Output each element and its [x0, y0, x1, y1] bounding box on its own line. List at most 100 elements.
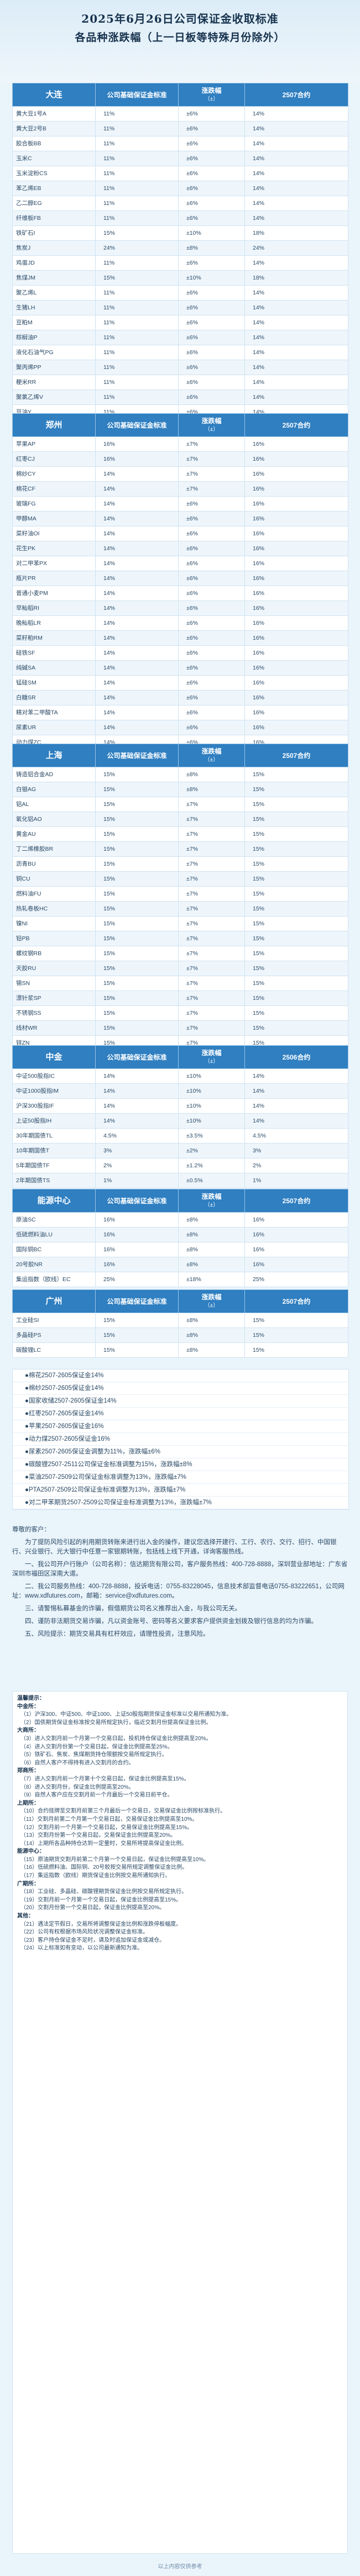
contract-margin: 14%	[244, 330, 348, 345]
price-limit: ±7%	[178, 436, 245, 452]
contract-margin: 14%	[244, 300, 348, 315]
margin-rate: 25%	[95, 1272, 179, 1287]
product-name: 20号胶NR	[12, 1257, 96, 1272]
table-row: 铁矿石I 15% ±10% 18%	[12, 225, 348, 241]
price-limit: ±7%	[178, 826, 245, 842]
contract-margin: 2%	[244, 1158, 348, 1173]
exchange-table: 大连 公司基础保证金标准 涨跌幅 （±） 2507合约 黄大豆1号A 11% ±6% 14% 黄大…	[12, 83, 348, 420]
product-name: 聚氯乙烯V	[12, 389, 96, 405]
product-name: 沥青BU	[12, 856, 96, 872]
adjustment-item: ●碳酸锂2507-2511公司保证金标准调整为15%，涨跌幅±8%	[13, 1458, 348, 1471]
product-name: 液化石油气PG	[12, 345, 96, 360]
table-row: 白糖SR 14% ±6% 16%	[12, 690, 348, 705]
rule-item: （4）进入交割月份第一个交易日起，保证金比例提高至25%。	[20, 1743, 173, 1750]
margin-header: 公司基础保证金标准	[95, 413, 179, 437]
margin-rate: 11%	[95, 345, 179, 360]
contract-header: 2507合约	[244, 1289, 348, 1313]
contract-margin: 16%	[244, 466, 348, 482]
contract-margin: 16%	[244, 541, 348, 556]
margin-rate: 15%	[95, 991, 179, 1006]
table-row: 中证500股指IC 14% ±10% 14%	[12, 1068, 348, 1084]
contract-margin: 16%	[244, 1242, 348, 1257]
product-name: 乙二醇EG	[12, 196, 96, 211]
contract-margin: 15%	[244, 916, 348, 931]
exchange-name: 中金	[12, 1045, 96, 1069]
product-name: 集运指数（欧线）EC	[12, 1272, 96, 1287]
price-limit: ±6%	[178, 389, 245, 405]
contract-margin: 1%	[244, 1173, 348, 1188]
limit-header-unit: （±）	[204, 1202, 219, 1208]
rule-group-title: 广期所：	[17, 1880, 39, 1887]
rule-item: （6）自然人客户不得持有进入交割月的合约。	[20, 1760, 134, 1766]
product-name: 上证50股指IH	[12, 1113, 96, 1129]
contract-margin: 14%	[244, 1113, 348, 1129]
price-limit: ±7%	[178, 797, 245, 812]
table-row: 5年期国债TF 2% ±1.2% 2%	[12, 1158, 348, 1173]
table-row: 粳米RR 11% ±6% 14%	[12, 375, 348, 390]
margin-rate: 14%	[95, 496, 179, 512]
margin-rate: 14%	[95, 630, 179, 646]
margin-rate: 15%	[95, 812, 179, 827]
margin-rate: 24%	[95, 240, 179, 256]
price-limit: ±6%	[178, 375, 245, 390]
table-row: 不锈钢SS 15% ±7% 15%	[12, 1005, 348, 1021]
rule-group-title: 能源中心：	[17, 1848, 45, 1855]
table-row: 尿素UR 14% ±6% 16%	[12, 720, 348, 735]
contract-margin: 14%	[244, 151, 348, 166]
contract-margin: 16%	[244, 690, 348, 705]
margin-rate: 14%	[95, 1113, 179, 1129]
product-name: 焦煤JM	[12, 270, 96, 286]
margin-rate: 14%	[95, 1083, 179, 1099]
margin-rate: 15%	[95, 1020, 179, 1036]
table-row: 沥青BU 15% ±7% 15%	[12, 856, 348, 872]
rules-box: 温馨提示： 中金所： （1）沪深300、中证500、中证1000、上证50股指期货保…	[12, 1691, 348, 2554]
margin-rate: 15%	[95, 856, 179, 872]
margin-rate: 15%	[95, 1005, 179, 1021]
price-limit: ±6%	[178, 541, 245, 556]
table-row: 黄大豆1号A 11% ±6% 14%	[12, 106, 348, 122]
product-name: 黄大豆2号B	[12, 121, 96, 136]
table-row: 黄大豆2号B 11% ±6% 14%	[12, 121, 348, 136]
table-row: 丁二烯橡胶BR 15% ±7% 15%	[12, 841, 348, 857]
product-name: 棉纱CY	[12, 466, 96, 482]
price-limit: ±6%	[178, 675, 245, 691]
table-row: 多晶硅PS 15% ±8% 15%	[12, 1327, 348, 1343]
margin-rate: 16%	[95, 451, 179, 467]
contract-header: 2507合约	[244, 1189, 348, 1213]
margin-rate: 11%	[95, 330, 179, 345]
margin-rate: 14%	[95, 615, 179, 631]
price-limit: ±6%	[178, 645, 245, 661]
table-row: 生猪LH 11% ±6% 14%	[12, 300, 348, 315]
price-limit: ±8%	[178, 1212, 245, 1228]
product-name: 玻璃FG	[12, 496, 96, 512]
rule-item: （5）铁矿石、焦炭、焦煤期货持仓限额按交易所规定执行。	[20, 1752, 168, 1758]
table-row: 鸡蛋JD 11% ±6% 14%	[12, 255, 348, 271]
table-row: 豆粕M 11% ±6% 14%	[12, 315, 348, 330]
contract-margin: 15%	[244, 856, 348, 872]
product-name: 铅PB	[12, 931, 96, 946]
product-name: 鸡蛋JD	[12, 255, 96, 271]
table-row: 菜籽粕RM 14% ±6% 16%	[12, 630, 348, 646]
product-name: 氧化铝AO	[12, 812, 96, 827]
margin-rate: 15%	[95, 931, 179, 946]
contract-margin: 16%	[244, 1212, 348, 1228]
limit-header-unit: （±）	[204, 1058, 219, 1065]
rule-item: （13）交割月份第一个交易日起，交易保证金比例提高至20%。	[20, 1832, 176, 1839]
table-row: 苹果AP 16% ±7% 16%	[12, 436, 348, 452]
price-limit: ±7%	[178, 481, 245, 497]
product-name: 对二甲苯PX	[12, 556, 96, 571]
table-row: 硅铁SF 14% ±6% 16%	[12, 645, 348, 661]
product-name: 胶合板BB	[12, 136, 96, 151]
table-row: 2年期国债TS 1% ±0.5% 1%	[12, 1173, 348, 1188]
table-row: 工业硅SI 15% ±8% 15%	[12, 1313, 348, 1328]
contract-margin: 16%	[244, 660, 348, 676]
contract-margin: 16%	[244, 571, 348, 586]
table-row: 焦煤JM 15% ±10% 18%	[12, 270, 348, 286]
table-row: 对二甲苯PX 14% ±6% 16%	[12, 556, 348, 571]
table-row: 镍NI 15% ±7% 15%	[12, 916, 348, 931]
table-row: 沪深300股指IF 14% ±10% 14%	[12, 1098, 348, 1114]
contract-margin: 16%	[244, 511, 348, 526]
contract-margin: 14%	[244, 389, 348, 405]
rule-group-title: 其他：	[17, 1913, 34, 1920]
contract-margin: 14%	[244, 285, 348, 301]
